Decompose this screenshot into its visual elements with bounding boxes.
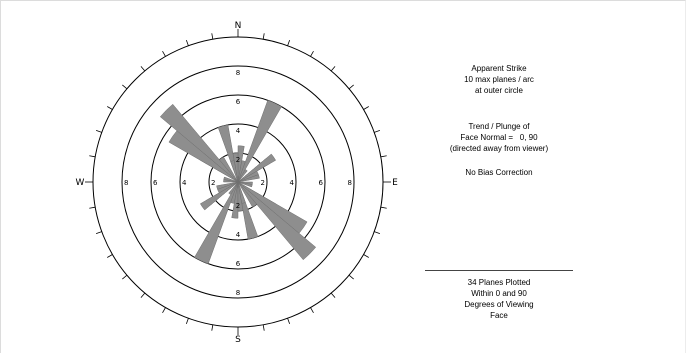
rose-petal [237, 169, 248, 183]
tick-mark [211, 33, 214, 40]
info-line: 10 max planes / arc [464, 75, 534, 84]
ring-label: 2 [236, 156, 240, 164]
info-line: Face [490, 311, 508, 320]
rose-petal [223, 176, 239, 183]
tick-mark [287, 39, 291, 46]
rose-petal [199, 181, 239, 211]
tick-mark [262, 33, 265, 40]
rose-petal [159, 103, 239, 183]
info-line: Degrees of Viewing [464, 300, 534, 309]
tick-mark [140, 292, 146, 298]
ring-label: 8 [348, 179, 352, 187]
tick-mark [330, 292, 336, 298]
rose-petal [194, 181, 239, 265]
tick-mark [185, 39, 189, 46]
tick-mark [107, 254, 113, 258]
tick-mark [262, 324, 265, 331]
ring-label: 6 [236, 260, 241, 268]
info-line: Trend / Plunge of [468, 122, 530, 131]
bias-info: No Bias Correction [425, 167, 573, 178]
outer-tick-marks [85, 29, 391, 335]
tick-mark [162, 307, 166, 313]
info-line: Face Normal = 0, 90 [460, 133, 538, 142]
info-line: (directed away from viewer) [449, 144, 549, 153]
compass-south-label: S [235, 335, 241, 345]
tick-mark [140, 66, 146, 72]
tick-mark [107, 106, 113, 110]
tick-mark [185, 318, 189, 325]
tick-mark [211, 324, 214, 331]
tick-mark [380, 206, 387, 209]
tick-mark [89, 155, 96, 158]
tick-mark [348, 84, 354, 90]
ring-label: 6 [319, 179, 324, 187]
ring-label: 2 [261, 179, 265, 187]
face-normal-info: Trend / Plunge of Face Normal = 0, 90 (d… [425, 121, 573, 154]
rose-petal [237, 153, 277, 183]
tick-mark [374, 129, 381, 133]
ring-label: 2 [211, 179, 215, 187]
ring-label: 6 [153, 179, 158, 187]
ring-label: 4 [290, 179, 295, 187]
ring-label: 6 [236, 98, 241, 106]
rose-petal [237, 170, 259, 183]
ring-label: 4 [236, 127, 241, 135]
info-divider [425, 270, 573, 271]
rose-petal [237, 181, 317, 261]
ring-circle [179, 123, 297, 241]
ring-labels: 2 2 2 2 4 4 4 4 6 6 6 6 8 8 8 8 [124, 69, 352, 297]
strike-info: Apparent Strike 10 max planes / arc at o… [425, 63, 573, 96]
tick-mark [310, 307, 314, 313]
tick-mark [363, 106, 369, 110]
ring-circle [150, 94, 326, 270]
tick-mark [348, 274, 354, 280]
tick-mark [374, 231, 381, 235]
tick-mark [95, 129, 102, 133]
info-line: at outer circle [474, 86, 524, 95]
ring-label: 8 [236, 289, 240, 297]
tick-mark [122, 274, 128, 280]
tick-mark [287, 318, 291, 325]
tick-mark [95, 231, 102, 235]
ring-circle [121, 65, 355, 299]
rose-petal [237, 181, 253, 188]
rose-petal [219, 156, 239, 183]
tick-mark [330, 66, 336, 72]
rose-petal [228, 181, 239, 195]
tick-mark [89, 206, 96, 209]
ring-label: 4 [236, 231, 241, 239]
info-line: Within 0 and 90 [471, 289, 527, 298]
tick-mark [363, 254, 369, 258]
tick-mark [122, 84, 128, 90]
tick-mark [310, 51, 314, 57]
planes-plotted-info: 34 Planes Plotted Within 0 and 90 Degree… [425, 277, 573, 321]
info-line: No Bias Correction [465, 168, 533, 177]
ring-label: 8 [236, 69, 240, 77]
compass-north-label: N [235, 21, 242, 31]
rose-petal [237, 181, 308, 234]
rose-petal [168, 130, 239, 183]
rose-petal [237, 181, 257, 208]
ring-label: 4 [182, 179, 187, 187]
rose-petals [159, 99, 317, 265]
compass-west-label: W [76, 178, 85, 188]
info-line: Apparent Strike [471, 64, 527, 73]
tick-mark [380, 155, 387, 158]
compass-labels: N S E W [76, 21, 399, 345]
rose-petal [237, 181, 246, 204]
ring-label: 8 [124, 179, 128, 187]
rose-petal [217, 181, 239, 194]
rose-petal [237, 99, 282, 183]
tick-mark [162, 51, 166, 57]
rose-petal [230, 160, 239, 183]
ring-label: 2 [236, 202, 240, 210]
compass-east-label: E [392, 178, 398, 188]
info-line: 34 Planes Plotted [467, 278, 531, 287]
